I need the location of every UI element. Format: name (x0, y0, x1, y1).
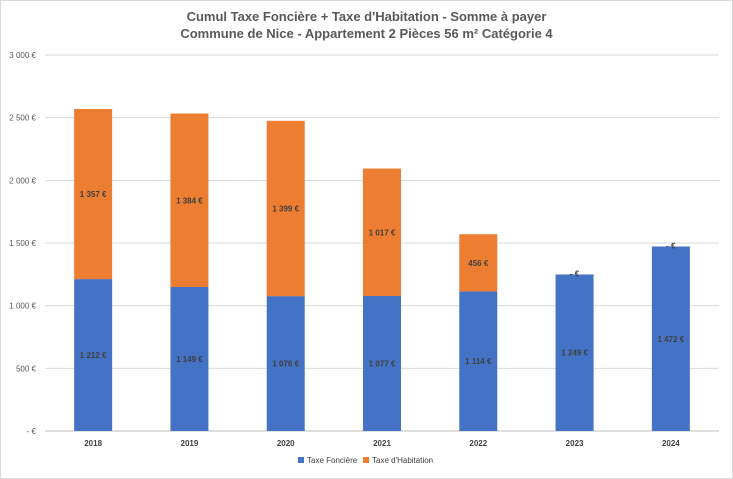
data-label: 1 472 € (658, 335, 685, 344)
x-tick-label: 2018 (84, 439, 102, 448)
data-label: - € (666, 242, 676, 251)
y-tick-label: 2 000 € (9, 176, 36, 185)
bar-taxe-habitation (266, 120, 305, 297)
data-label: 456 € (468, 259, 489, 268)
data-label: 1 017 € (369, 228, 396, 237)
data-label: 1 149 € (176, 355, 203, 364)
x-tick-label: 2021 (373, 439, 391, 448)
bar-taxe-habitation (74, 109, 113, 280)
y-tick-label: - € (27, 427, 37, 436)
x-tick-label: 2024 (662, 439, 680, 448)
data-label: 1 249 € (561, 349, 588, 358)
y-tick-label: 1 000 € (9, 302, 36, 311)
legend-swatch-taxe-habitation (363, 457, 369, 463)
bar-taxe-fonciere (266, 296, 305, 431)
data-label: 1 077 € (369, 360, 396, 369)
y-tick-label: 3 000 € (9, 51, 36, 60)
chart-title: Cumul Taxe Foncière + Taxe d'Habitation … (186, 9, 547, 24)
chart-subtitle: Commune de Nice - Appartement 2 Pièces 5… (180, 26, 553, 41)
data-label: 1 399 € (272, 204, 299, 213)
y-tick-label: 500 € (16, 364, 37, 373)
data-label: 1 076 € (272, 360, 299, 369)
bar-taxe-fonciere (555, 274, 594, 431)
y-tick-label: 1 500 € (9, 239, 36, 248)
data-label: 1 357 € (80, 190, 107, 199)
bar-taxe-fonciere (651, 246, 690, 431)
bar-taxe-fonciere (74, 279, 113, 431)
legend-label: Taxe d'Habitation (372, 456, 433, 465)
data-label: 1 384 € (176, 196, 203, 205)
bar-taxe-habitation (459, 234, 498, 292)
x-tick-label: 2022 (469, 439, 487, 448)
data-label: 1 114 € (465, 357, 492, 366)
bar-taxe-fonciere (459, 291, 498, 431)
bar-taxe-habitation (170, 113, 209, 287)
y-tick-label: 2 500 € (9, 114, 36, 123)
legend-label: Taxe Foncière (307, 456, 358, 465)
x-tick-label: 2023 (566, 439, 584, 448)
legend-swatch-taxe-fonciere (298, 457, 304, 463)
data-label: 1 212 € (80, 351, 107, 360)
bar-taxe-fonciere (363, 296, 401, 431)
bar-taxe-habitation (363, 168, 401, 297)
data-label: - € (570, 269, 580, 278)
x-tick-label: 2019 (181, 439, 199, 448)
x-tick-label: 2020 (277, 439, 295, 448)
bar-taxe-fonciere (170, 286, 209, 431)
